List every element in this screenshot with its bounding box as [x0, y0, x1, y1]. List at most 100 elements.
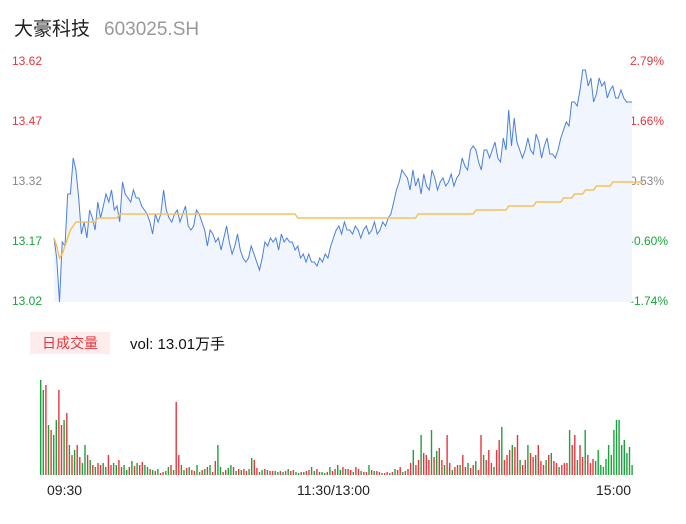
volume-bar — [472, 465, 474, 475]
volume-bar — [566, 463, 568, 475]
volume-bar — [357, 469, 360, 475]
volume-bar — [300, 472, 302, 475]
volume-bar — [558, 467, 560, 475]
volume-bar — [548, 455, 550, 475]
volume-bar — [68, 445, 71, 475]
volume-bar — [245, 471, 248, 475]
volume-bar — [584, 430, 586, 475]
volume-bar — [587, 455, 589, 475]
volume-bar — [238, 469, 240, 475]
volume-bar — [394, 469, 396, 475]
volume-bar — [373, 471, 375, 475]
volume-bar — [297, 473, 300, 475]
volume-bar — [529, 453, 532, 475]
volume-bar — [423, 453, 425, 475]
volume-bar — [149, 469, 151, 475]
volume-bar — [631, 465, 633, 475]
volume-bar — [295, 472, 297, 475]
volume-bar — [167, 467, 170, 475]
volume-bar — [310, 467, 313, 475]
volume-bar — [355, 467, 357, 475]
volume-bar — [493, 467, 495, 475]
volume-bar — [63, 420, 65, 475]
volume-bar — [508, 450, 511, 475]
volume-bar — [370, 470, 373, 475]
volume-bar — [399, 467, 401, 475]
volume-bar — [532, 457, 534, 475]
y-right-tick: 0.53% — [630, 174, 665, 188]
volume-bar — [378, 472, 381, 475]
volume-bar — [438, 448, 440, 475]
volume-label: vol: 13.01万手 — [130, 336, 226, 353]
volume-bar — [350, 470, 352, 475]
volume-bar — [266, 470, 269, 475]
volume-bar — [480, 435, 482, 475]
y-right-tick: -0.60% — [630, 234, 669, 248]
volume-bar — [363, 472, 365, 475]
volume-bar — [251, 458, 253, 475]
volume-bar — [84, 445, 86, 475]
volume-bar — [430, 430, 433, 475]
volume-bar — [368, 465, 370, 475]
volume-bar — [188, 467, 190, 475]
volume-bar — [581, 457, 584, 475]
y-right-tick: -1.74% — [630, 294, 669, 308]
volume-bar — [277, 472, 279, 475]
volume-bar — [475, 461, 477, 475]
volume-bar — [230, 465, 232, 475]
volume-bar — [451, 470, 453, 475]
average-price-line — [53, 181, 643, 260]
volume-bar — [214, 461, 216, 475]
volume-bar — [60, 425, 63, 475]
volume-bar — [542, 465, 545, 475]
volume-tab[interactable]: 日成交量 — [30, 332, 110, 354]
volume-bar — [386, 472, 388, 475]
volume-bar — [198, 472, 201, 475]
volume-bar — [441, 460, 443, 475]
x-tick-close: 15:00 — [596, 482, 632, 498]
volume-bar — [321, 472, 323, 475]
volume-bar — [42, 390, 44, 475]
volume-bar — [305, 471, 308, 475]
volume-bar — [139, 465, 141, 475]
stock-title: 大豪科技 603025.SH — [14, 14, 199, 41]
volume-bar — [490, 463, 493, 475]
volume-bar — [105, 467, 107, 475]
volume-bar — [227, 468, 229, 475]
volume-bar — [53, 435, 55, 475]
volume-bar — [443, 465, 446, 475]
y-left-tick: 13.32 — [12, 174, 43, 188]
volume-bar — [464, 467, 467, 475]
volume-bar — [193, 471, 196, 475]
volume-bar — [269, 471, 271, 475]
volume-bar — [141, 462, 143, 475]
volume-bar — [347, 469, 349, 475]
volume-bar — [204, 469, 206, 475]
volume-bar — [462, 455, 464, 475]
volume-bar — [183, 470, 185, 475]
volume-bar — [613, 430, 615, 475]
volume-bar — [488, 450, 490, 475]
volume-bar — [264, 469, 266, 475]
volume-bar — [282, 472, 284, 475]
volume-bar — [211, 472, 214, 475]
volume-bar — [112, 463, 115, 475]
volume-bar — [574, 435, 576, 475]
volume-bar — [222, 472, 224, 475]
volume-bar — [324, 473, 326, 475]
volume-bar — [407, 469, 409, 475]
volume-bar — [446, 435, 448, 475]
volume-bar — [571, 445, 573, 475]
volume-bar — [576, 460, 579, 475]
volume-bar — [376, 471, 378, 475]
volume-bar — [454, 467, 456, 475]
volume-bar — [154, 471, 156, 475]
volume-bar — [389, 473, 391, 475]
volume-bar — [235, 471, 237, 475]
volume-bar — [58, 390, 60, 475]
volume-bar — [365, 472, 368, 475]
volume-bar — [337, 465, 339, 475]
volume-bar — [626, 453, 628, 475]
y-left-tick: 13.17 — [12, 234, 43, 248]
volume-bar — [605, 459, 607, 475]
